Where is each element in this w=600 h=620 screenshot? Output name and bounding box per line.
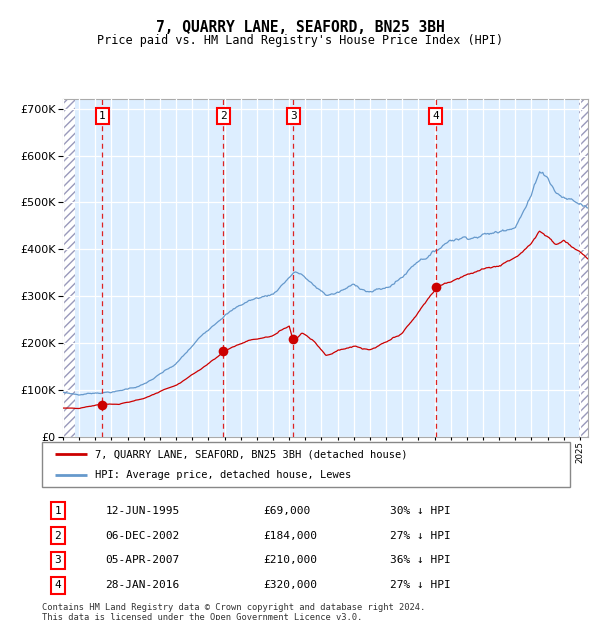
Text: £210,000: £210,000: [264, 556, 318, 565]
Text: 1: 1: [99, 111, 106, 121]
Text: £320,000: £320,000: [264, 580, 318, 590]
Text: Price paid vs. HM Land Registry's House Price Index (HPI): Price paid vs. HM Land Registry's House …: [97, 34, 503, 47]
Text: HPI: Average price, detached house, Lewes: HPI: Average price, detached house, Lewe…: [95, 469, 351, 480]
FancyBboxPatch shape: [42, 442, 570, 487]
Text: 12-JUN-1995: 12-JUN-1995: [106, 505, 179, 516]
Text: 28-JAN-2016: 28-JAN-2016: [106, 580, 179, 590]
Text: 27% ↓ HPI: 27% ↓ HPI: [391, 580, 451, 590]
Text: £69,000: £69,000: [264, 505, 311, 516]
Text: 4: 4: [432, 111, 439, 121]
Text: £184,000: £184,000: [264, 531, 318, 541]
Text: 30% ↓ HPI: 30% ↓ HPI: [391, 505, 451, 516]
Text: 36% ↓ HPI: 36% ↓ HPI: [391, 556, 451, 565]
Bar: [578, 99, 588, 437]
Text: 27% ↓ HPI: 27% ↓ HPI: [391, 531, 451, 541]
Text: 2: 2: [220, 111, 227, 121]
Text: 3: 3: [55, 556, 61, 565]
Text: 05-APR-2007: 05-APR-2007: [106, 556, 179, 565]
Text: 1: 1: [55, 505, 61, 516]
Text: Contains HM Land Registry data © Crown copyright and database right 2024.
This d: Contains HM Land Registry data © Crown c…: [42, 603, 425, 620]
Bar: [578, 99, 588, 437]
Text: 7, QUARRY LANE, SEAFORD, BN25 3BH (detached house): 7, QUARRY LANE, SEAFORD, BN25 3BH (detac…: [95, 449, 407, 459]
Bar: [63, 99, 75, 437]
Text: 3: 3: [290, 111, 297, 121]
Bar: [63, 99, 75, 437]
Text: 2: 2: [55, 531, 61, 541]
Text: 7, QUARRY LANE, SEAFORD, BN25 3BH: 7, QUARRY LANE, SEAFORD, BN25 3BH: [155, 20, 445, 35]
Text: 06-DEC-2002: 06-DEC-2002: [106, 531, 179, 541]
Text: 4: 4: [55, 580, 61, 590]
